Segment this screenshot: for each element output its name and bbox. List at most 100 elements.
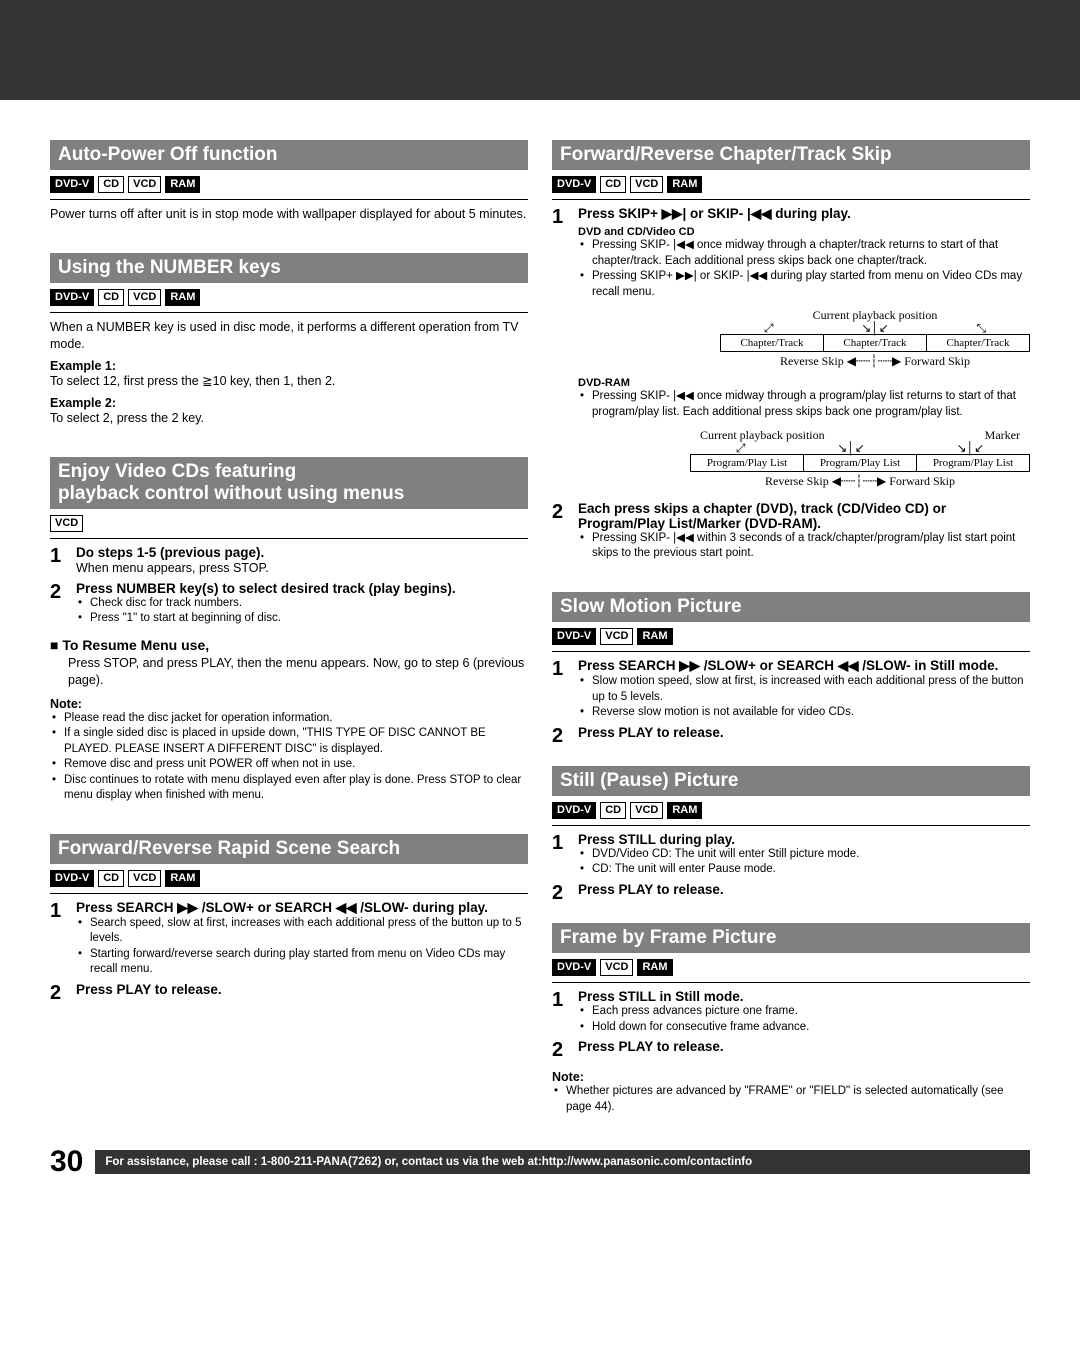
step-row: 1 Press STILL in Still mode. Each press … <box>552 989 1030 1035</box>
section-title: Slow Motion Picture <box>552 592 1030 622</box>
page-footer: 30 For assistance, please call : 1-800-2… <box>0 1145 1080 1209</box>
step-row: 1 Press SKIP+ ▶▶| or SKIP- |◀◀ during pl… <box>552 206 1030 497</box>
body-text: When a NUMBER key is used in disc mode, … <box>50 319 528 353</box>
section-slow-motion: Slow Motion Picture DVD-V VCD RAM 1 Pres… <box>552 592 1030 748</box>
bullet: Pressing SKIP- |◀◀ within 3 seconds of a… <box>578 531 1030 562</box>
step-title: Press SKIP+ ▶▶| or SKIP- |◀◀ during play… <box>578 206 1030 222</box>
step-number: 1 <box>552 832 570 878</box>
section-still-picture: Still (Pause) Picture DVD-V CD VCD RAM 1… <box>552 766 1030 905</box>
disc-badges: DVD-V CD VCD RAM <box>552 802 1030 819</box>
section-number-keys: Using the NUMBER keys DVD-V CD VCD RAM W… <box>50 253 528 427</box>
bullet: CD: The unit will enter Pause mode. <box>578 862 1030 878</box>
disc-badges: DVD-V CD VCD RAM <box>50 289 528 306</box>
bullet: Hold down for consecutive frame advance. <box>578 1020 1030 1036</box>
section-skip: Forward/Reverse Chapter/Track Skip DVD-V… <box>552 140 1030 562</box>
step-number: 2 <box>552 501 570 562</box>
note-label: Note: <box>50 697 528 711</box>
header-bar <box>0 0 1080 100</box>
step-number: 1 <box>50 900 68 978</box>
bullet: Pressing SKIP- |◀◀ once midway through a… <box>578 389 1030 420</box>
disc-badges: DVD-V CD VCD RAM <box>552 176 1030 193</box>
note-label: Note: <box>552 1070 1030 1084</box>
step-title: Press PLAY to release. <box>578 882 1030 897</box>
step-number: 2 <box>50 982 68 1005</box>
page-content: Auto-Power Off function DVD-V CD VCD RAM… <box>0 100 1080 1145</box>
section-title: Frame by Frame Picture <box>552 923 1030 953</box>
section-title: Using the NUMBER keys <box>50 253 528 283</box>
disc-badges: VCD <box>50 515 528 532</box>
sub-heading: DVD-RAM <box>578 377 1030 389</box>
bullet: DVD/Video CD: The unit will enter Still … <box>578 847 1030 863</box>
step-row: 2 Press NUMBER key(s) to select desired … <box>50 581 528 627</box>
step-number: 2 <box>552 1039 570 1062</box>
bullet: Pressing SKIP- |◀◀ once midway through a… <box>578 238 1030 269</box>
step-row: 1 Do steps 1-5 (previous page). When men… <box>50 545 528 577</box>
section-title: Forward/Reverse Rapid Scene Search <box>50 834 528 864</box>
step-number: 2 <box>552 882 570 905</box>
step-row: 2 Press PLAY to release. <box>50 982 528 1005</box>
step-number: 1 <box>552 989 570 1035</box>
body-text: Power turns off after unit is in stop mo… <box>50 206 528 223</box>
bullet: Search speed, slow at first, increases w… <box>76 916 528 947</box>
step-number: 2 <box>552 725 570 748</box>
bullet: If a single sided disc is placed in upsi… <box>50 726 528 757</box>
step-row: 1 Press SEARCH ▶▶ /SLOW+ or SEARCH ◀◀ /S… <box>50 900 528 978</box>
bullet: Starting forward/reverse search during p… <box>76 947 528 978</box>
left-column: Auto-Power Off function DVD-V CD VCD RAM… <box>50 140 528 1125</box>
step-title: Press STILL in Still mode. <box>578 989 1030 1004</box>
step-title: Each press skips a chapter (DVD), track … <box>578 501 1030 531</box>
page-number: 30 <box>50 1145 83 1179</box>
bullet: Please read the disc jacket for operatio… <box>50 711 528 727</box>
body-text: Press STOP, and press PLAY, then the men… <box>68 655 528 689</box>
step-title: Do steps 1-5 (previous page). <box>76 545 528 560</box>
step-number: 1 <box>50 545 68 577</box>
step-title: Press SEARCH ▶▶ /SLOW+ or SEARCH ◀◀ /SLO… <box>578 658 1030 674</box>
bullet: Check disc for track numbers. <box>76 596 528 612</box>
badge-ram: RAM <box>165 176 200 193</box>
bullet: Remove disc and press unit POWER off whe… <box>50 757 528 773</box>
step-row: 1 Press SEARCH ▶▶ /SLOW+ or SEARCH ◀◀ /S… <box>552 658 1030 721</box>
step-title: Press NUMBER key(s) to select desired tr… <box>76 581 528 596</box>
step-title: Press PLAY to release. <box>578 1039 1030 1054</box>
section-title: Still (Pause) Picture <box>552 766 1030 796</box>
badge-dvdv: DVD-V <box>50 176 94 193</box>
section-rapid-search: Forward/Reverse Rapid Scene Search DVD-V… <box>50 834 528 1005</box>
sub-heading: To Resume Menu use, <box>50 637 528 653</box>
step-number: 1 <box>552 206 570 497</box>
disc-badges: DVD-V CD VCD RAM <box>50 870 528 887</box>
bullet: Whether pictures are advanced by "FRAME"… <box>552 1084 1030 1115</box>
bullet: Disc continues to rotate with menu displ… <box>50 773 528 804</box>
bullet: Pressing SKIP+ ▶▶| or SKIP- |◀◀ during p… <box>578 269 1030 300</box>
skip-diagram-1: Current playback position ⤢↘│↙⤡ Chapter/… <box>720 308 1030 369</box>
step-row: 2 Press PLAY to release. <box>552 725 1030 748</box>
section-enjoy-vcd: Enjoy Video CDs featuring playback contr… <box>50 457 528 804</box>
right-column: Forward/Reverse Chapter/Track Skip DVD-V… <box>552 140 1030 1125</box>
step-title: Press PLAY to release. <box>76 982 528 997</box>
badge-vcd: VCD <box>128 176 161 193</box>
section-title: Enjoy Video CDs featuring playback contr… <box>50 457 528 509</box>
bullet: Slow motion speed, slow at first, is inc… <box>578 674 1030 705</box>
bullet: Each press advances picture one frame. <box>578 1004 1030 1020</box>
section-title: Forward/Reverse Chapter/Track Skip <box>552 140 1030 170</box>
example-label: Example 1: <box>50 359 528 373</box>
section-frame-by-frame: Frame by Frame Picture DVD-V VCD RAM 1 P… <box>552 923 1030 1115</box>
example-text: To select 12, first press the ≧10 key, t… <box>50 373 528 390</box>
step-row: 2 Each press skips a chapter (DVD), trac… <box>552 501 1030 562</box>
step-title: Press STILL during play. <box>578 832 1030 847</box>
badge-cd: CD <box>98 176 124 193</box>
step-title: Press PLAY to release. <box>578 725 1030 740</box>
disc-badges: DVD-V VCD RAM <box>552 628 1030 645</box>
skip-diagram-2: Current playback position Marker ⤢↘│↙↘│↙… <box>690 428 1030 489</box>
footer-assistance-bar: For assistance, please call : 1-800-211-… <box>95 1150 1030 1174</box>
step-row: 2 Press PLAY to release. <box>552 882 1030 905</box>
example-label: Example 2: <box>50 396 528 410</box>
step-row: 2 Press PLAY to release. <box>552 1039 1030 1062</box>
disc-badges: DVD-V CD VCD RAM <box>50 176 528 193</box>
step-row: 1 Press STILL during play. DVD/Video CD:… <box>552 832 1030 878</box>
disc-badges: DVD-V VCD RAM <box>552 959 1030 976</box>
example-text: To select 2, press the 2 key. <box>50 410 528 427</box>
section-auto-power-off: Auto-Power Off function DVD-V CD VCD RAM… <box>50 140 528 223</box>
step-title: Press SEARCH ▶▶ /SLOW+ or SEARCH ◀◀ /SLO… <box>76 900 528 916</box>
section-title: Auto-Power Off function <box>50 140 528 170</box>
bullet: Press "1" to start at beginning of disc. <box>76 611 528 627</box>
